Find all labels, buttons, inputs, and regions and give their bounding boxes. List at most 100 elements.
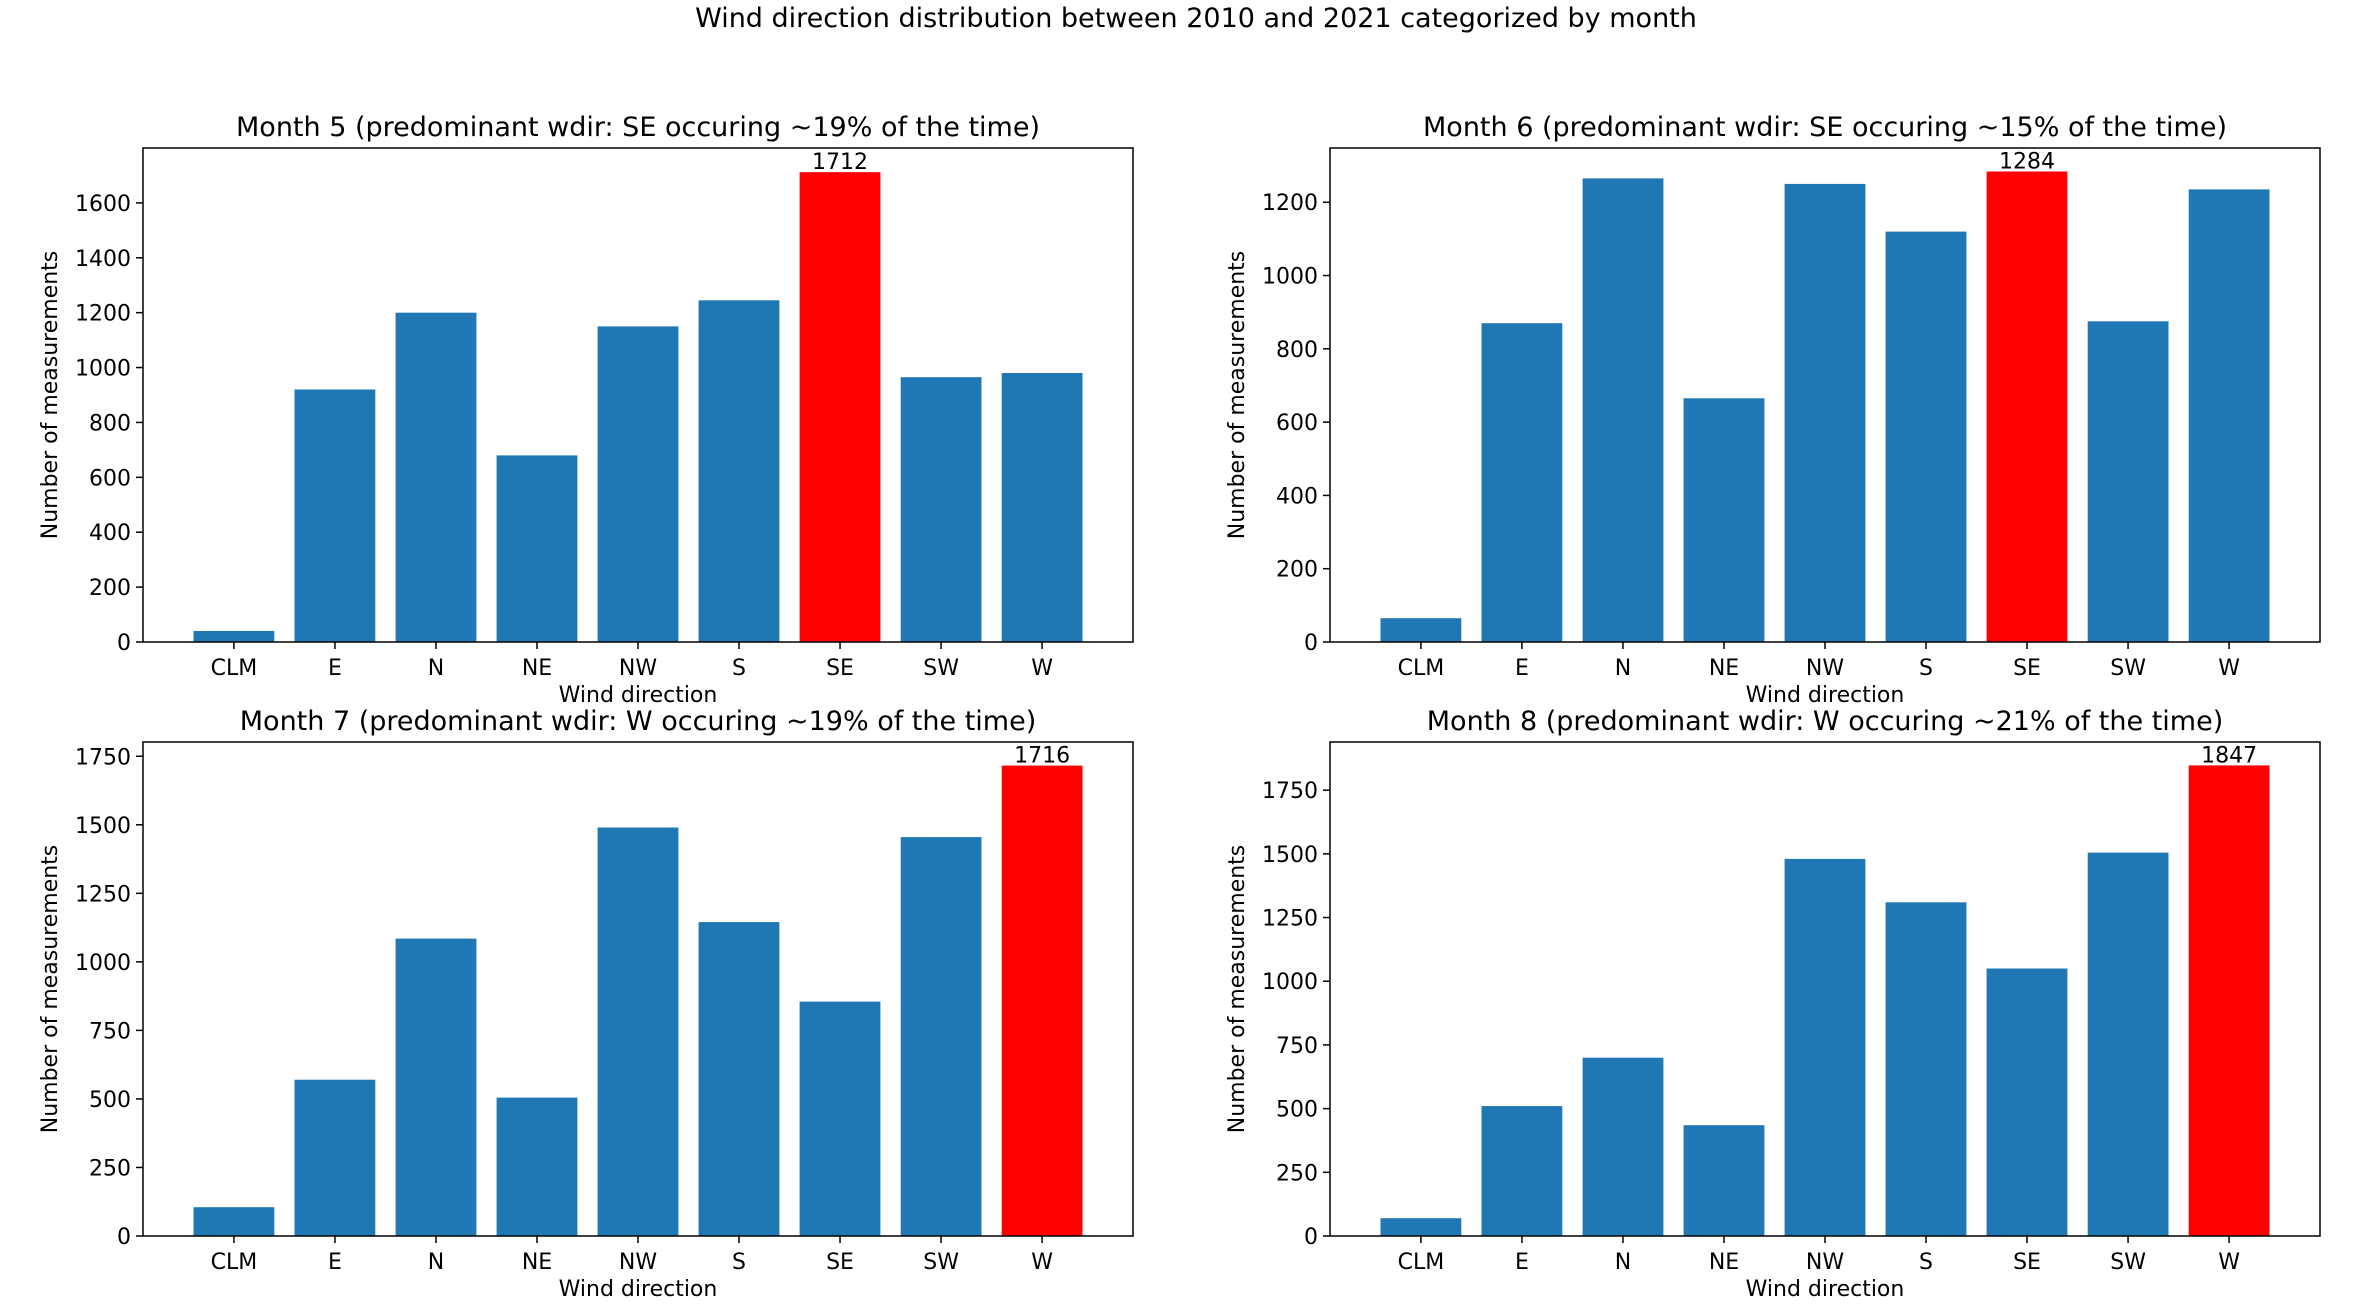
y-tick-label: 400: [1276, 484, 1318, 509]
subplot-2: CLM E N NE NW S 1284 SE SW W 0 200 400 600 800 1000 1200…: [1225, 112, 2321, 708]
x-tick-label: CLM: [211, 656, 258, 681]
y-tick-label: 0: [117, 1225, 131, 1250]
subplot-3: CLM E N NE NW S SE SW 1716 W 0 250 500 750 1000 1250 150…: [38, 706, 1134, 1302]
bar-e: [294, 1079, 376, 1236]
x-tick-label: S: [1919, 1250, 1933, 1275]
y-tick-label: 800: [89, 411, 131, 436]
bar-w: [2188, 189, 2270, 642]
bar-se-highlighted: [1986, 171, 2068, 642]
x-tick-label: SW: [923, 656, 959, 681]
x-tick-label: S: [732, 656, 746, 681]
x-tick-label: CLM: [1398, 656, 1445, 681]
bar-se: [1986, 968, 2068, 1236]
x-tick-label: NW: [1806, 1250, 1844, 1275]
bar-nw: [597, 326, 679, 642]
axes-frame: [142, 147, 1134, 643]
bar-value-label: 1716: [1014, 744, 1070, 769]
bar-nw: [1784, 183, 1866, 642]
y-tick-label: 250: [1276, 1161, 1318, 1186]
x-tick-label: SE: [826, 1250, 854, 1275]
x-tick-label: S: [732, 1250, 746, 1275]
x-tick-label: NW: [619, 656, 657, 681]
y-tick-label: 1500: [75, 814, 131, 839]
y-tick-label: 400: [89, 521, 131, 546]
x-axis-label: Wind direction: [559, 683, 718, 708]
bar-sw: [900, 837, 982, 1236]
subplot-title: Month 5 (predominant wdir: SE occuring ~…: [236, 112, 1040, 143]
y-tick-label: 750: [1276, 1034, 1318, 1059]
x-tick-label: NE: [1709, 656, 1739, 681]
x-tick-label: CLM: [1398, 1250, 1445, 1275]
x-tick-label: W: [2218, 1250, 2240, 1275]
x-tick-label: N: [1615, 656, 1631, 681]
x-tick-label: NE: [522, 1250, 552, 1275]
bar-e: [1481, 1106, 1563, 1236]
bar-ne: [496, 1097, 578, 1236]
y-axis-label: Number of measurements: [38, 251, 63, 540]
y-tick-label: 0: [1304, 631, 1318, 656]
x-tick-label: NE: [522, 656, 552, 681]
bar-n: [1582, 1057, 1664, 1236]
y-tick-label: 0: [117, 631, 131, 656]
bar-clm: [1380, 618, 1462, 642]
x-tick-label: W: [1031, 656, 1053, 681]
y-tick-label: 1250: [75, 882, 131, 907]
y-tick-label: 250: [89, 1157, 131, 1182]
y-tick-label: 800: [1276, 338, 1318, 363]
bar-n: [395, 312, 477, 642]
y-axis-label: Number of measurements: [38, 845, 63, 1134]
y-tick-label: 1750: [1262, 779, 1318, 804]
x-tick-label: N: [428, 656, 444, 681]
bar-e: [1481, 323, 1563, 642]
x-tick-label: NE: [1709, 1250, 1739, 1275]
x-tick-label: SW: [2110, 1250, 2146, 1275]
y-tick-label: 1200: [75, 302, 131, 327]
bar-value-label: 1847: [2201, 743, 2257, 768]
x-tick-label: N: [1615, 1250, 1631, 1275]
y-tick-label: 1500: [1262, 843, 1318, 868]
y-tick-label: 1600: [75, 192, 131, 217]
bar-clm: [193, 631, 275, 642]
bar-sw: [900, 377, 982, 642]
y-tick-label: 0: [1304, 1225, 1318, 1250]
bar-s: [1885, 231, 1967, 642]
bar-n: [1582, 178, 1664, 642]
axes-frame: [1329, 741, 2321, 1237]
x-tick-label: E: [328, 1250, 342, 1275]
subplot-4: CLM E N NE NW S SE SW 1847 W 0 250 500 750 1000 1250 150…: [1225, 706, 2321, 1302]
bar-sw: [2087, 321, 2169, 642]
bar-e: [294, 389, 376, 642]
bar-sw: [2087, 852, 2169, 1236]
y-tick-label: 1400: [75, 247, 131, 272]
bar-w: [1001, 373, 1083, 642]
bar-se-highlighted: [799, 172, 881, 642]
bar-n: [395, 938, 477, 1236]
x-axis-label: Wind direction: [1746, 1277, 1905, 1302]
y-tick-label: 200: [1276, 558, 1318, 583]
y-tick-label: 1000: [75, 357, 131, 382]
x-tick-label: SW: [2110, 656, 2146, 681]
x-tick-label: E: [1515, 656, 1529, 681]
x-tick-label: SW: [923, 1250, 959, 1275]
bar-clm: [193, 1207, 275, 1236]
bar-s: [698, 300, 780, 642]
y-tick-label: 1750: [75, 745, 131, 770]
x-tick-label: NW: [1806, 656, 1844, 681]
bar-s: [1885, 902, 1967, 1236]
subplot-title: Month 7 (predominant wdir: W occuring ~1…: [240, 706, 1036, 737]
y-axis-label: Number of measurements: [1225, 845, 1250, 1134]
y-tick-label: 1000: [1262, 970, 1318, 995]
x-tick-label: E: [1515, 1250, 1529, 1275]
x-tick-label: NW: [619, 1250, 657, 1275]
x-tick-label: E: [328, 656, 342, 681]
figure-title: Wind direction distribution between 2010…: [695, 3, 1697, 34]
y-tick-label: 1000: [1262, 265, 1318, 290]
axes-frame: [1329, 147, 2321, 643]
x-axis-label: Wind direction: [1746, 683, 1905, 708]
x-tick-label: W: [2218, 656, 2240, 681]
x-tick-label: N: [428, 1250, 444, 1275]
bar-value-label: 1284: [1999, 150, 2055, 175]
